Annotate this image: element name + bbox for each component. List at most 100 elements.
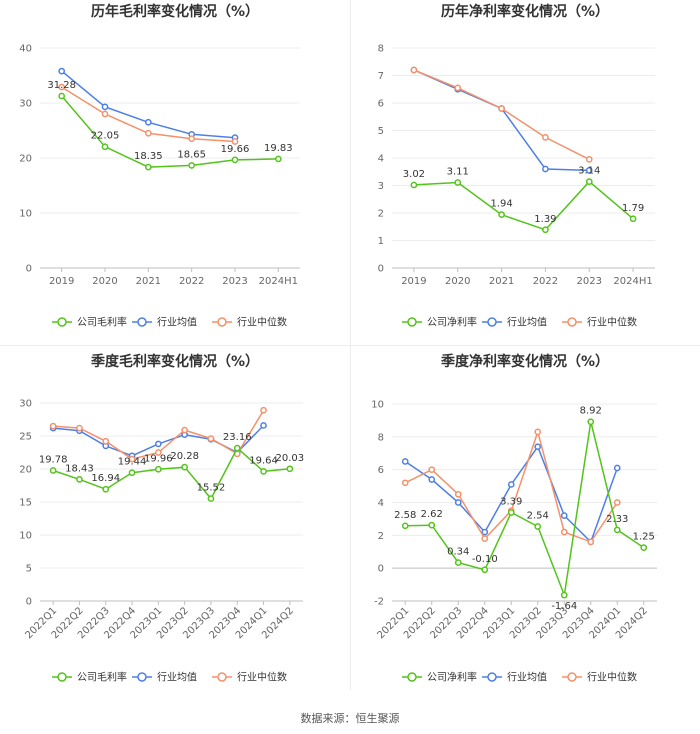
data-point-industry_median [542, 134, 549, 141]
chart-annual-net-margin: 历年净利率变化情况（%） 0 1 2 3 4 5 6 7 8 2019 2020 2021 2022 202… [378, 3, 655, 329]
y-tick-label: 30 [19, 99, 32, 110]
data-point-company [207, 495, 215, 502]
data-point-industry_median [101, 110, 109, 118]
data-point-industry_median [498, 105, 505, 112]
data-point-company [128, 469, 136, 477]
data-point-industry_median [587, 538, 595, 546]
x-tick-label: 2024H1 [613, 276, 652, 287]
legend-label-industry_median: 行业中位数 [237, 671, 287, 684]
data-point-industry_median [454, 84, 462, 92]
legend-label-industry_avg: 行业均值 [507, 671, 547, 684]
y-tick-label: 20 [19, 154, 32, 165]
divider-horizontal [0, 345, 700, 346]
data-label: 1.25 [633, 532, 655, 543]
legend-marker-company [57, 672, 67, 682]
data-label: 3.02 [403, 169, 425, 180]
data-point-industry_median [49, 422, 57, 430]
data-point-industry_median [144, 129, 152, 137]
data-point-industry_avg [481, 528, 489, 536]
data-label: 19.66 [221, 144, 250, 155]
data-label: 19.96 [144, 453, 173, 464]
legend-marker-industry_median [567, 672, 577, 682]
y-tick-label: 25 [19, 432, 32, 443]
data-point-company [507, 509, 515, 516]
data-label: 18.43 [65, 463, 94, 474]
data-label: 2.62 [421, 509, 443, 520]
data-label: 16.94 [91, 473, 120, 484]
data-point-industry_avg [155, 440, 162, 448]
data-point-company [102, 485, 110, 493]
y-tick-label: 1 [378, 236, 384, 247]
data-label: -1.64 [551, 601, 577, 612]
legend-marker-industry_median [217, 317, 227, 327]
data-label: 20.03 [276, 453, 305, 464]
series-line-company [413, 180, 634, 231]
x-tick-label: 2020 [92, 276, 117, 287]
x-tick-label: 2022 [179, 276, 204, 287]
series-line-industry_avg [61, 70, 236, 139]
legend-label-company: 公司毛利率 [77, 671, 127, 684]
legend-marker-company [57, 317, 67, 327]
x-tick-label: 2019 [49, 276, 74, 287]
legend-marker-industry_avg [487, 672, 497, 682]
data-point-industry_avg [507, 481, 515, 488]
legend-marker-industry_median [217, 672, 227, 682]
data-label: 0.34 [447, 547, 469, 558]
legend-label-company: 公司净利率 [427, 316, 477, 329]
data-point-industry_median [401, 479, 409, 487]
y-tick-label: 0 [378, 264, 384, 275]
chart-quarterly-net-margin: 季度净利率变化情况（%）-202468102022Q12022Q22022Q32… [371, 353, 657, 684]
data-label: 18.35 [134, 151, 163, 162]
data-point-industry_avg [585, 167, 593, 174]
data-point-industry_median [454, 490, 462, 498]
data-point-company [498, 211, 505, 218]
data-label: 22.05 [91, 131, 120, 142]
data-point-company [181, 463, 188, 471]
chart-title: 历年毛利率变化情况（%） [91, 3, 259, 20]
series-line-company [61, 95, 279, 168]
y-tick-label: 0 [26, 264, 32, 275]
y-tick-label: 0 [378, 564, 384, 575]
data-label: 19.78 [39, 454, 68, 465]
data-point-company [613, 526, 621, 534]
y-tick-label: 0 [26, 597, 32, 608]
data-label: 3.11 [447, 166, 469, 177]
data-label: 1.39 [534, 214, 556, 225]
y-tick-label: 5 [26, 564, 32, 575]
legend-marker-industry_avg [137, 672, 147, 682]
data-point-industry_avg [144, 118, 152, 126]
legend-marker-company [407, 672, 417, 682]
chart-quarterly-gross-margin: 季度毛利率变化情况（%）0510152025302022Q12022Q22022… [19, 353, 305, 684]
x-tick-label: 2021 [489, 276, 514, 287]
legend-label-industry_avg: 行业均值 [157, 671, 197, 684]
y-tick-label: 8 [378, 44, 384, 55]
data-point-company [410, 181, 418, 189]
data-label: 1.94 [490, 199, 512, 210]
data-source: 数据来源：恒生聚源 [300, 712, 400, 725]
data-point-company [188, 162, 196, 169]
data-point-industry_avg [560, 512, 568, 519]
y-tick-label: 8 [378, 432, 384, 443]
legend-label-industry_median: 行业中位数 [587, 671, 637, 684]
legend-marker-company [407, 317, 417, 327]
data-point-company [640, 544, 648, 551]
x-tick-label: 2024H1 [259, 276, 298, 287]
y-tick-label: 6 [378, 99, 384, 110]
y-tick-label: 4 [378, 498, 384, 509]
data-point-industry_avg [101, 103, 109, 111]
data-point-industry_median [155, 449, 162, 456]
legend-marker-industry_avg [487, 317, 497, 327]
data-point-industry_median [585, 156, 593, 163]
data-point-industry_avg [454, 499, 462, 506]
data-point-industry_median [102, 437, 110, 445]
y-tick-label: -2 [374, 597, 384, 608]
data-point-company [101, 143, 109, 151]
data-point-industry_avg [260, 422, 267, 429]
data-point-company [454, 559, 462, 566]
data-label: 31.28 [47, 80, 76, 91]
data-point-industry_median [58, 83, 66, 91]
data-point-industry_median [128, 455, 136, 463]
y-tick-label: 15 [19, 498, 32, 509]
data-point-company [629, 215, 637, 223]
data-point-industry_avg [401, 458, 409, 465]
